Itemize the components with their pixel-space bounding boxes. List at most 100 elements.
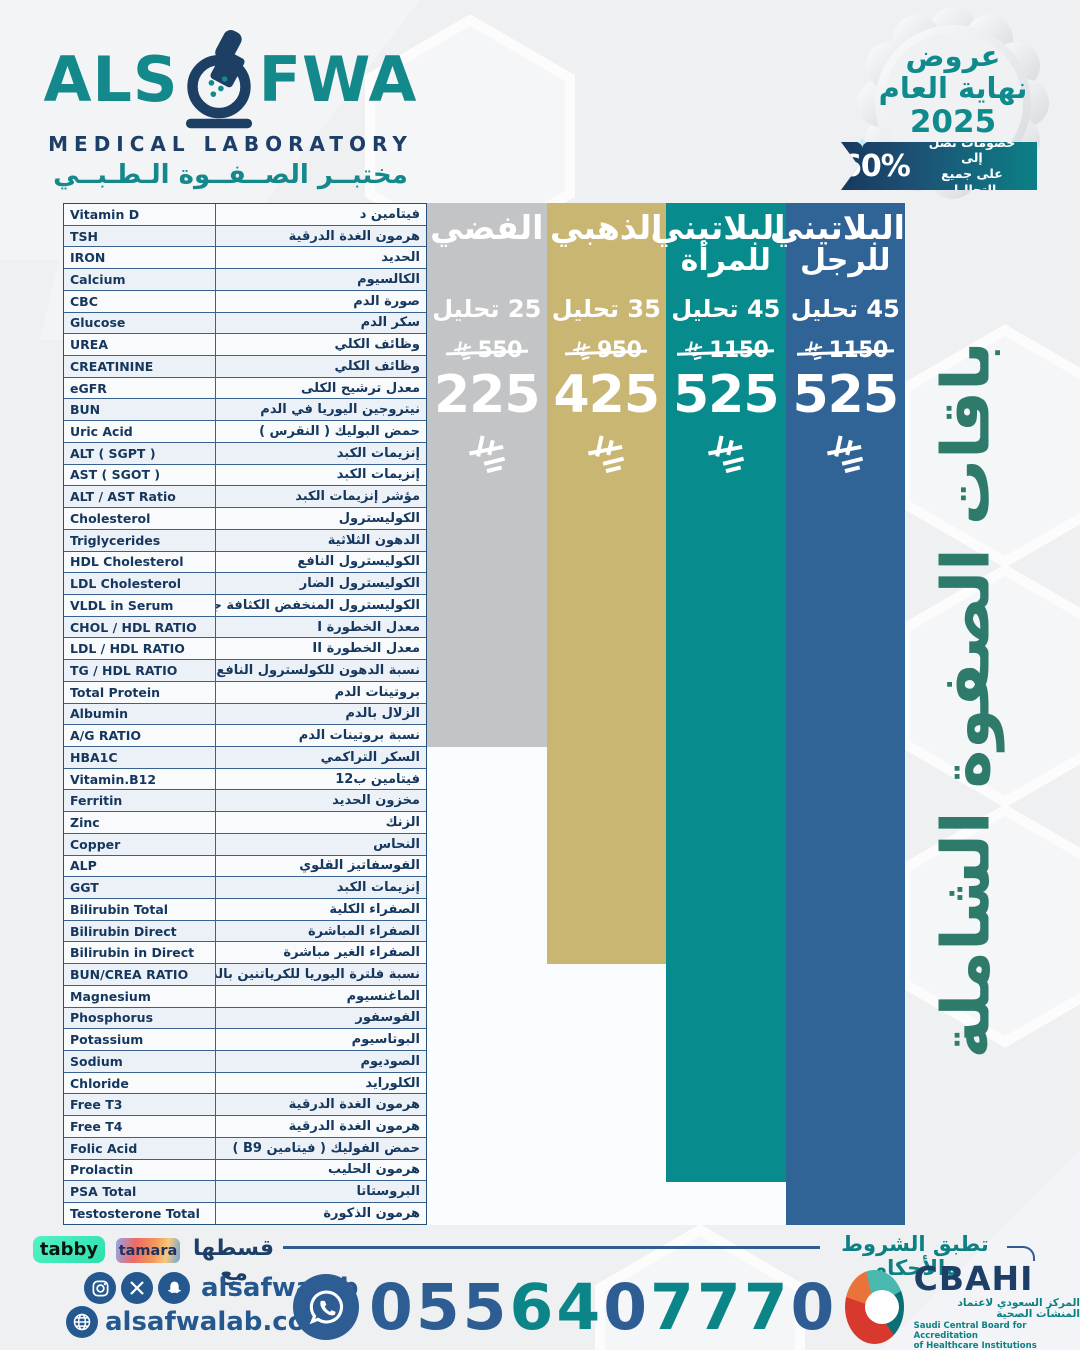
footer-divider-line [283,1246,820,1249]
test-name-ar: الفوسفور [355,1010,420,1026]
phone-digit-group: 0 [603,1270,651,1344]
brand-header: ALS FWA MEDICAL LABORATORY مختبــر الصــ… [38,29,423,190]
test-name-ar: الكلورايد [365,1075,420,1091]
test-name-en: BUN/CREA RATIO [64,964,216,985]
test-name-ar: صورة الدم [353,293,420,309]
table-row: Testosterone Total هرمون الذكورة [64,1202,426,1224]
package-old-price: 550 [427,338,547,363]
table-row: LDL / HDL RATIO معدل الخطورة II [64,637,426,660]
test-name-ar: الزنك [385,814,420,830]
brand-name-left: ALS [43,43,179,116]
table-row: HDL Cholesterol الكوليسترول النافع [64,550,426,573]
table-row: Cholesterol الكوليسترول [64,507,426,529]
instagram-icon[interactable] [84,1272,116,1304]
test-name-ar: فيتامين ب12 [335,771,420,787]
snapchat-icon[interactable] [158,1272,190,1304]
test-name-ar: هرمون الذكورة [323,1205,420,1221]
saudi-riyal-icon [786,433,906,477]
phone-digit-group: 055 [369,1270,510,1344]
test-name-ar: إنزيمات الكبد [336,880,420,896]
package-platinum-women: البلاتيني للمرأة 45 تحليل 1150 525 [650,203,787,1182]
badge-line2: نهاية العام [878,71,1028,106]
test-name-ar: الكوليسترول [338,510,420,526]
test-name-en: TSH [64,225,216,247]
test-name-ar: الصفراء الغير مباشرة [283,945,420,961]
test-name-en: LDL Cholesterol [64,573,216,594]
whatsapp-phone: 0556407770 [293,1274,837,1340]
test-name-ar: نسبة الدهون للكولسترول النافع [216,662,420,678]
table-row: Copper النحاس [64,832,426,855]
test-name-en: HBA1C [64,746,216,768]
table-row: Free T3 هرمون الغدة الدرقية [64,1093,426,1116]
package-platinum-men: البلاتيني للرجل 45 تحليل 1150 525 [770,203,906,1225]
saudi-riyal-icon [804,340,823,360]
test-name-ar: الزلال بالدم [345,706,420,722]
package-silver: الفضي 25 تحليل 550 225 [427,203,547,747]
test-name-en: CBC [64,290,216,312]
test-name-ar: إنزيمات الكبد [336,445,420,461]
table-row: Zinc الزنك [64,811,426,833]
test-name-en: ALT ( SGPT ) [64,442,216,464]
test-name-en: A/G RATIO [64,725,216,746]
table-row: eGFR معدل ترشيح الكلى [64,376,426,399]
badge-text: عروض نهاية العام 2025 [848,40,1058,140]
x-twitter-icon[interactable] [121,1272,153,1304]
test-name-ar: معدل ترشيح الكلى [300,380,420,396]
package-gold: الذهبي 35 تحليل 950 425 [546,203,667,964]
table-row: UREA وظائف الكلي [64,333,426,356]
table-row: Calcium الكالسيوم [64,268,426,290]
cbahi-accreditation: CBAHI المركز السعودي لاعتماد المنشآت الص… [845,1262,1080,1350]
phone-number[interactable]: 0556407770 [369,1276,837,1339]
package-price: 425 [553,365,660,425]
test-name-ar: الكوليسترول النافع [297,554,420,570]
tamara-payment-logo[interactable]: tamara [116,1238,180,1263]
package-subtitle: للمرأة [680,242,771,278]
test-name-en: Copper [64,833,216,855]
test-name-ar: هرمون الغدة الدرقية [288,228,420,244]
test-name-en: Chloride [64,1072,216,1094]
tabby-payment-logo[interactable]: tabby [33,1236,105,1263]
table-row: Phosphorus الفوسفور [64,1006,426,1029]
cbahi-logo-icon [845,1269,904,1344]
test-name-en: Sodium [64,1051,216,1072]
ribbon-text: خصومات تصل إلى على جميع التحاليل [917,142,1027,190]
table-row: Total Protein بروتينات الدم [64,680,426,703]
saudi-riyal-icon [573,340,592,360]
table-row: Prolactin هرمون الحليب [64,1158,426,1181]
sparkle-icon: ✦ [856,134,869,152]
package-title: البلاتيني [650,208,787,247]
package-old-price: 950 [547,338,667,363]
globe-icon[interactable] [66,1306,98,1338]
installments-label: قسطها مع [192,1236,274,1286]
phone-digit-group: 0 [790,1270,838,1344]
test-name-en: CREATININE [64,356,216,377]
test-name-en: Phosphorus [64,1007,216,1029]
test-name-en: Folic Acid [64,1137,216,1159]
microscope-logo-icon [185,29,252,129]
table-row: Albumin الزلال بالدم [64,702,426,725]
table-row: BUN نيتروجين اليوريا في الدم [64,398,426,421]
package-subtitle [547,246,667,282]
campaign-vertical-title: باقات الصفوة الشاملة [927,341,1005,1059]
test-name-ar: وظائف الكلي [334,337,420,353]
test-name-ar: فيتامين د [359,206,420,222]
table-row: PSA Total البروستاتا [64,1180,426,1203]
badge-year: 2025 [909,103,997,140]
test-name-ar: هرمون الغدة الدرقية [288,1097,420,1113]
tests-table: Vitamin D فيتامين د TSH هرمون الغدة الدرقية… [63,203,427,1225]
test-name-en: Vitamin D [64,204,216,225]
test-name-ar: النحاس [373,836,420,852]
table-row: TG / HDL RATIO نسبة الدهون للكولسترول الن… [64,659,426,681]
cbahi-english-name: Saudi Central Board for Accreditation of… [913,1321,1037,1350]
test-name-ar: معدل الخطورة I [317,619,420,635]
test-name-ar: السكر التراكمي [320,749,420,765]
test-name-ar: الصفراء الكلية [329,901,420,917]
test-name-ar: بروتينات الدم [334,684,420,700]
test-name-ar: البروستاتا [356,1184,420,1200]
table-row: Vitamin.B12 فيتامين ب12 [64,767,426,790]
test-name-ar: نسبة فلترة اليوريا للكرياتنين بالدم [216,967,420,983]
table-row: Free T4 هرمون الغدة الدرقية [64,1115,426,1137]
whatsapp-icon[interactable] [293,1274,359,1340]
